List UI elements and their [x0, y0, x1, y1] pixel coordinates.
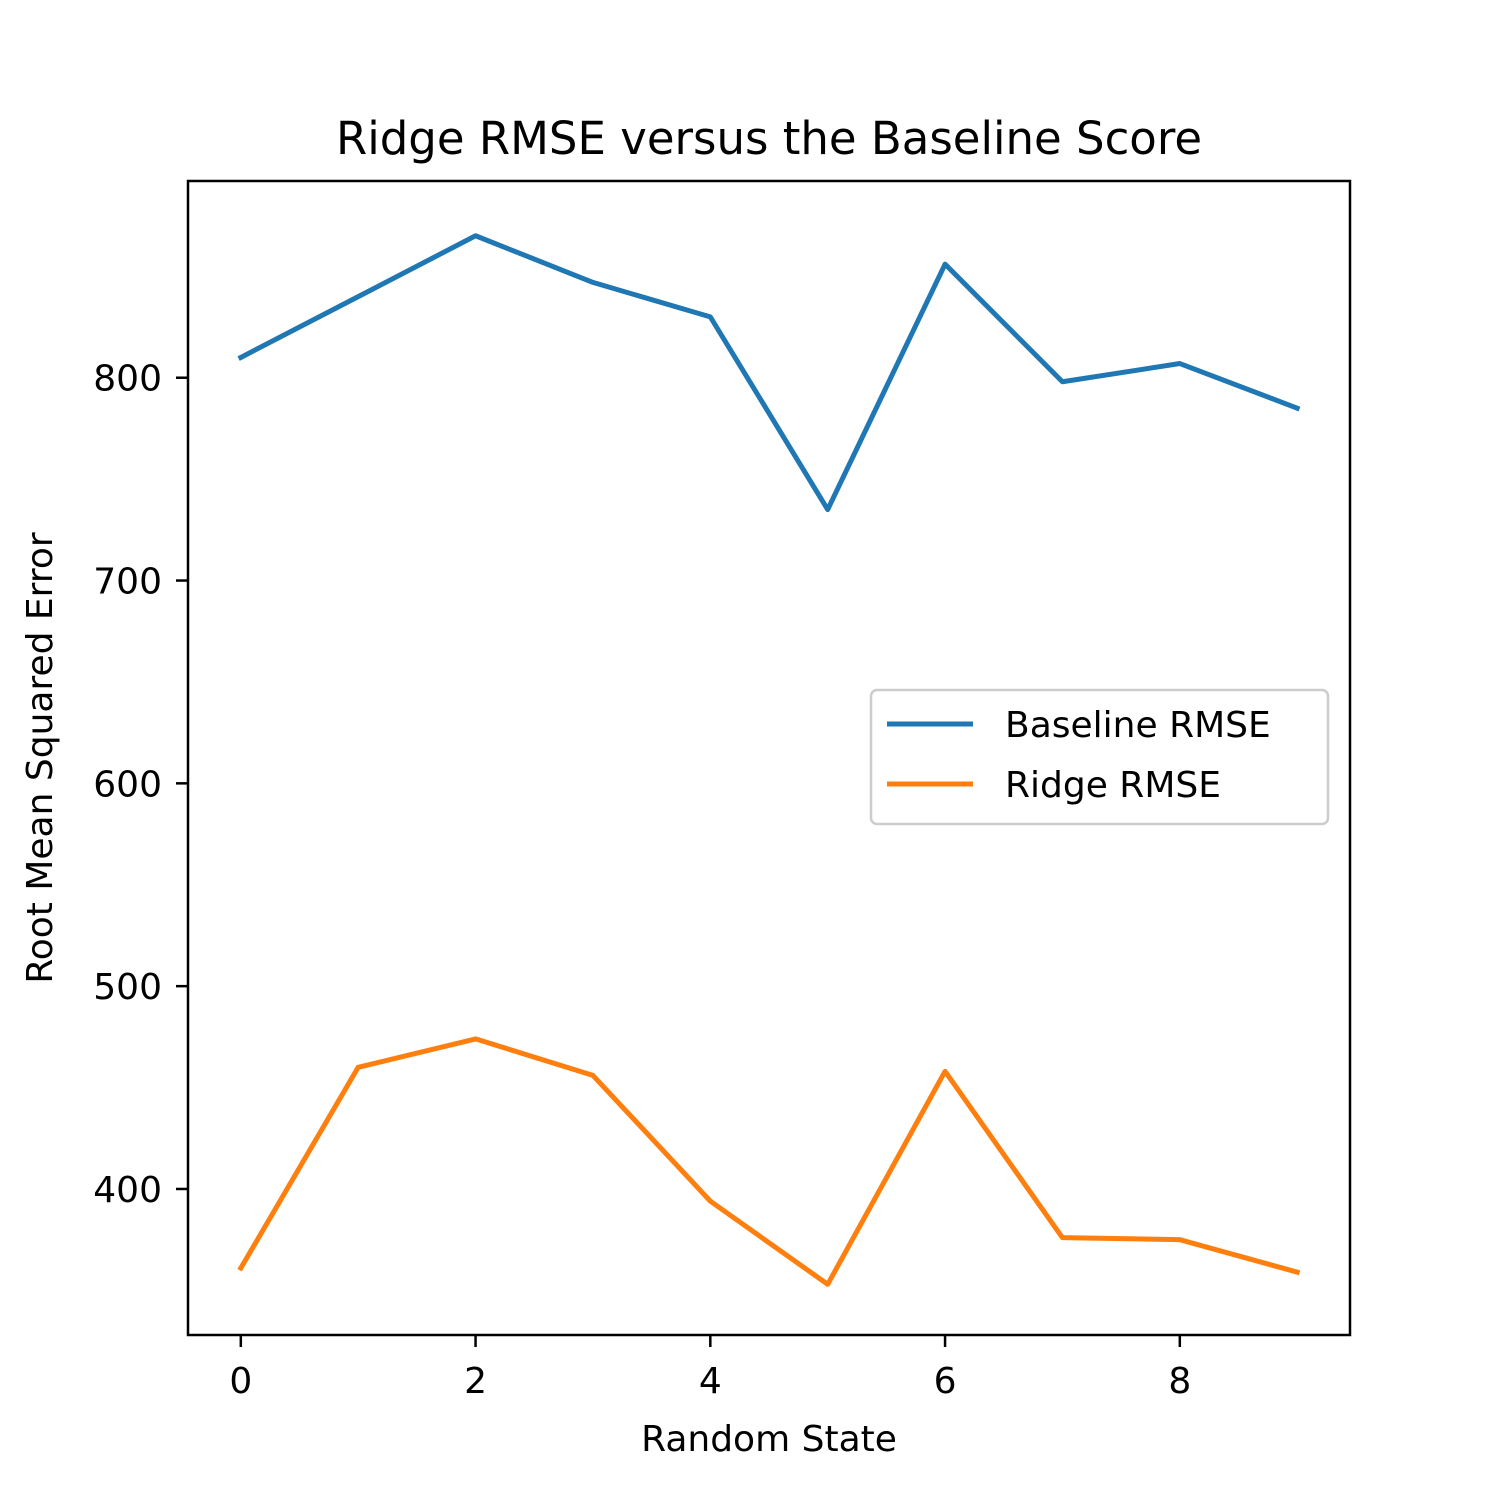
y-tick-label: 700 — [93, 562, 162, 603]
x-tick-label: 4 — [699, 1361, 722, 1402]
plot-frame — [186, 179, 1352, 1337]
y-tick-label: 800 — [93, 359, 162, 400]
chart-title: Ridge RMSE versus the Baseline Score — [336, 112, 1202, 165]
x-tick-label: 6 — [934, 1361, 957, 1402]
x-axis-label: Random State — [641, 1419, 897, 1460]
y-tick-label: 600 — [93, 764, 162, 805]
y-tick-label: 400 — [93, 1170, 162, 1211]
series-line-1 — [237, 1036, 1301, 1287]
legend-box — [869, 688, 1330, 826]
x-tick-label: 0 — [229, 1361, 252, 1402]
series-line-0 — [237, 233, 1301, 513]
x-axis: 0 2 4 6 8 — [229, 1335, 1191, 1402]
x-tick-label: 8 — [1168, 1361, 1191, 1402]
y-axis-label: Root Mean Squared Error — [20, 532, 61, 984]
y-axis: 400 500 600 700 800 — [93, 359, 188, 1211]
series-layer — [237, 233, 1301, 1287]
legend: Baseline RMSE Ridge RMSE — [869, 688, 1330, 826]
legend-label-baseline: Baseline RMSE — [1005, 705, 1271, 746]
legend-label-ridge: Ridge RMSE — [1005, 765, 1221, 806]
x-tick-label: 2 — [464, 1361, 487, 1402]
y-tick-label: 500 — [93, 967, 162, 1008]
